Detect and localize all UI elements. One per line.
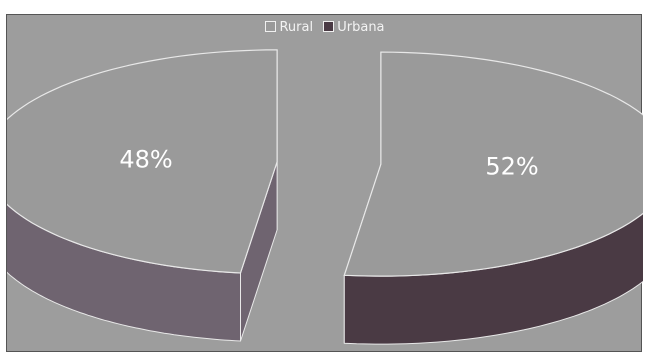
slice-rural-label: 48%	[119, 145, 172, 173]
legend-item-rural: Rural	[265, 20, 313, 35]
slice-urbana-label: 52%	[485, 153, 538, 181]
chart-area: 48% 52% Rural Urbana	[6, 14, 643, 352]
slice-urbana-top	[343, 51, 643, 277]
legend-label-rural: Rural	[279, 20, 314, 35]
legend-label-urbana: Urbana	[337, 20, 385, 35]
slice-urbana: 52%	[343, 51, 643, 345]
legend-swatch-urbana	[323, 21, 335, 32]
pie-chart: 48% 52%	[7, 49, 643, 345]
slice-rural: 48%	[7, 49, 278, 342]
slice-rural-top	[7, 49, 278, 274]
legend-swatch-rural	[265, 21, 277, 32]
legend-item-urbana: Urbana	[323, 20, 385, 35]
chart-title-strip	[0, 0, 648, 14]
legend: Rural Urbana	[7, 20, 643, 35]
